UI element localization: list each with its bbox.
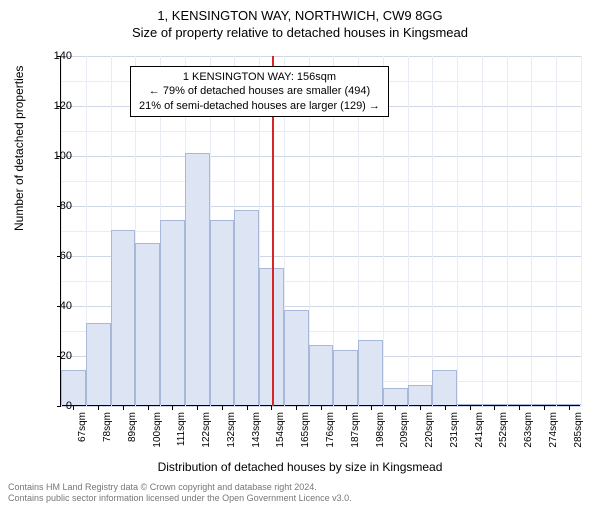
vgridline bbox=[432, 56, 433, 406]
bar bbox=[383, 388, 408, 406]
xtick-label: 176sqm bbox=[325, 412, 336, 448]
annotation-line2: ← 79% of detached houses are smaller (49… bbox=[139, 84, 380, 98]
xtick-mark bbox=[271, 406, 272, 410]
vgridline bbox=[457, 56, 458, 406]
xtick-label: 241sqm bbox=[474, 412, 485, 448]
footer-line1: Contains HM Land Registry data © Crown c… bbox=[8, 482, 352, 493]
xtick-label: 100sqm bbox=[152, 412, 163, 448]
xtick-mark bbox=[569, 406, 570, 410]
xtick-label: 143sqm bbox=[251, 412, 262, 448]
ytick-label: 60 bbox=[42, 250, 72, 262]
footer-attribution: Contains HM Land Registry data © Crown c… bbox=[8, 482, 352, 504]
annotation-line1: 1 KENSINGTON WAY: 156sqm bbox=[139, 70, 380, 84]
xtick-mark bbox=[98, 406, 99, 410]
gridline bbox=[61, 156, 581, 157]
footer-line2: Contains public sector information licen… bbox=[8, 493, 352, 504]
xtick-mark bbox=[123, 406, 124, 410]
xtick-label: 165sqm bbox=[300, 412, 311, 448]
bar bbox=[482, 404, 507, 405]
chart-area: 67sqm78sqm89sqm100sqm111sqm122sqm132sqm1… bbox=[60, 56, 580, 406]
ytick-label: 100 bbox=[42, 150, 72, 162]
bar bbox=[358, 340, 383, 405]
xtick-label: 78sqm bbox=[102, 412, 113, 442]
ytick-label: 40 bbox=[42, 300, 72, 312]
xtick-mark bbox=[445, 406, 446, 410]
xtick-label: 154sqm bbox=[275, 412, 286, 448]
gridline bbox=[61, 56, 581, 57]
vgridline bbox=[482, 56, 483, 406]
xtick-label: 231sqm bbox=[449, 412, 460, 448]
xtick-label: 111sqm bbox=[176, 412, 187, 446]
bar bbox=[234, 210, 259, 405]
bar bbox=[111, 230, 136, 405]
bar bbox=[457, 404, 482, 405]
bar bbox=[556, 404, 581, 405]
xtick-label: 89sqm bbox=[127, 412, 138, 442]
xtick-mark bbox=[544, 406, 545, 410]
ytick-label: 0 bbox=[42, 400, 72, 412]
bar bbox=[432, 370, 457, 405]
bar bbox=[333, 350, 358, 405]
xtick-label: 122sqm bbox=[201, 412, 212, 448]
vgridline bbox=[408, 56, 409, 406]
xtick-label: 252sqm bbox=[498, 412, 509, 448]
gridline bbox=[61, 206, 581, 207]
xtick-mark bbox=[346, 406, 347, 410]
xtick-label: 263sqm bbox=[523, 412, 534, 448]
bar bbox=[507, 404, 532, 405]
bar bbox=[531, 404, 556, 405]
xtick-label: 132sqm bbox=[226, 412, 237, 448]
bar bbox=[408, 385, 433, 405]
xtick-label: 187sqm bbox=[350, 412, 361, 448]
bar bbox=[185, 153, 210, 406]
bar bbox=[309, 345, 334, 405]
vgridline bbox=[556, 56, 557, 406]
gridline-minor bbox=[61, 131, 581, 132]
xtick-mark bbox=[494, 406, 495, 410]
xtick-mark bbox=[172, 406, 173, 410]
xtick-mark bbox=[73, 406, 74, 410]
xtick-mark bbox=[148, 406, 149, 410]
xtick-mark bbox=[296, 406, 297, 410]
xtick-label: 274sqm bbox=[548, 412, 559, 448]
x-axis-label: Distribution of detached houses by size … bbox=[0, 460, 600, 474]
vgridline bbox=[581, 56, 582, 406]
ytick-label: 120 bbox=[42, 100, 72, 112]
bar bbox=[160, 220, 185, 405]
ytick-label: 140 bbox=[42, 50, 72, 62]
ytick-label: 20 bbox=[42, 350, 72, 362]
ytick-label: 80 bbox=[42, 200, 72, 212]
xtick-mark bbox=[222, 406, 223, 410]
xtick-mark bbox=[420, 406, 421, 410]
chart-title-main: 1, KENSINGTON WAY, NORTHWICH, CW9 8GG bbox=[0, 8, 600, 23]
xtick-label: 198sqm bbox=[375, 412, 386, 448]
gridline-minor bbox=[61, 181, 581, 182]
xtick-label: 209sqm bbox=[399, 412, 410, 448]
vgridline bbox=[507, 56, 508, 406]
y-axis-label: Number of detached properties bbox=[12, 66, 26, 231]
bar bbox=[210, 220, 235, 405]
bar bbox=[284, 310, 309, 405]
bar bbox=[135, 243, 160, 406]
xtick-mark bbox=[395, 406, 396, 410]
gridline-minor bbox=[61, 231, 581, 232]
xtick-label: 67sqm bbox=[77, 412, 88, 442]
bar bbox=[86, 323, 111, 406]
annotation-box: 1 KENSINGTON WAY: 156sqm ← 79% of detach… bbox=[130, 66, 389, 117]
vgridline bbox=[531, 56, 532, 406]
xtick-mark bbox=[470, 406, 471, 410]
xtick-mark bbox=[197, 406, 198, 410]
xtick-label: 285sqm bbox=[573, 412, 584, 448]
xtick-mark bbox=[371, 406, 372, 410]
annotation-line3: 21% of semi-detached houses are larger (… bbox=[139, 99, 380, 113]
xtick-mark bbox=[247, 406, 248, 410]
xtick-mark bbox=[519, 406, 520, 410]
chart-title-sub: Size of property relative to detached ho… bbox=[0, 25, 600, 40]
xtick-label: 220sqm bbox=[424, 412, 435, 448]
xtick-mark bbox=[321, 406, 322, 410]
